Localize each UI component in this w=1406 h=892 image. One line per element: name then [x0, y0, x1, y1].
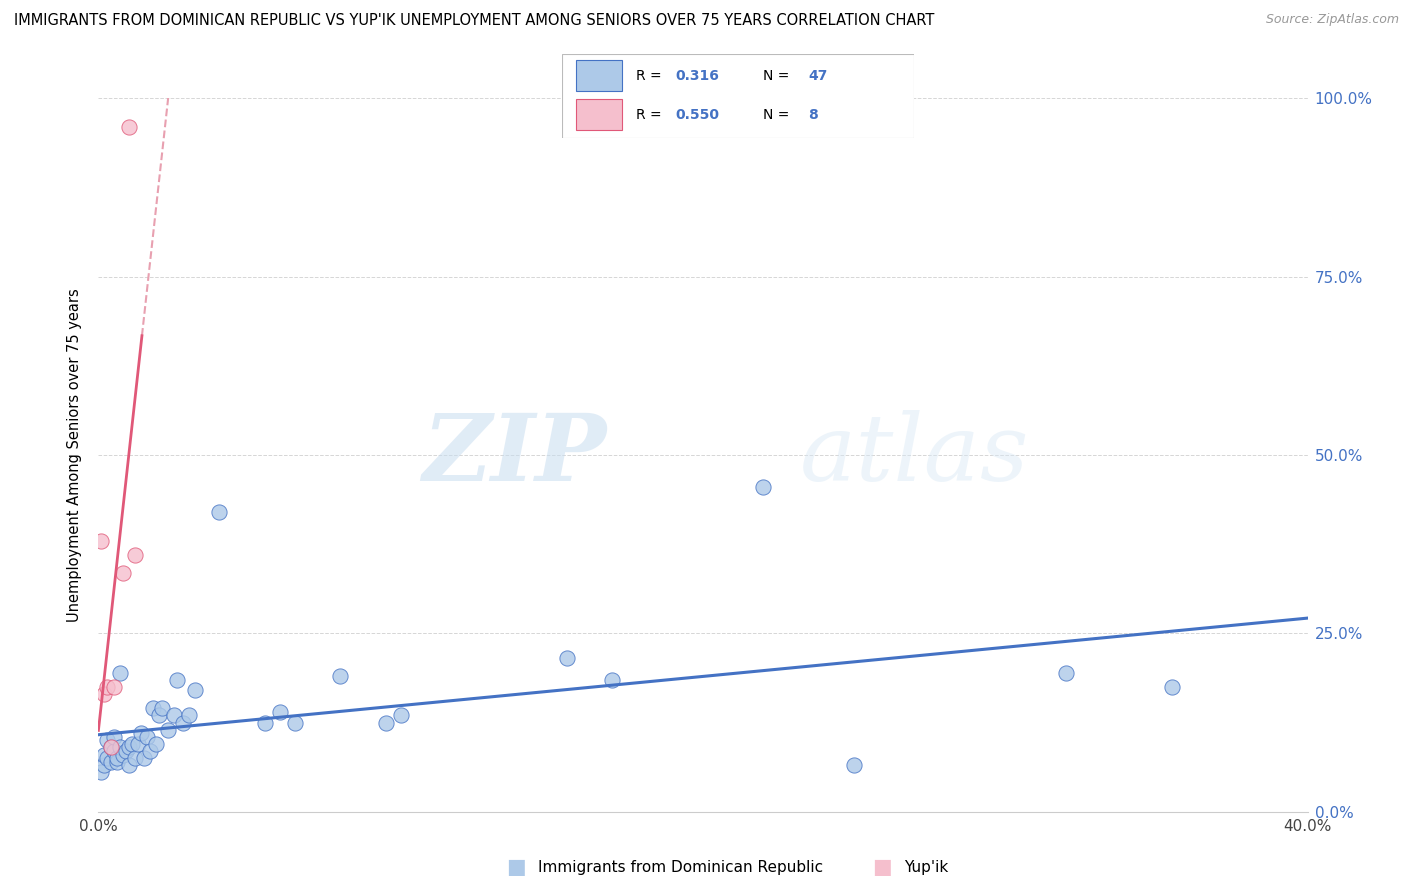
Point	[179, 708, 201, 723]
Point	[114, 744, 136, 758]
Point	[253, 715, 276, 730]
Point	[90, 533, 112, 548]
Point	[1160, 680, 1182, 694]
Point	[329, 669, 352, 683]
Point	[132, 751, 155, 765]
Point	[96, 751, 118, 765]
Text: 0.550: 0.550	[675, 108, 718, 121]
Point	[100, 755, 122, 769]
FancyBboxPatch shape	[576, 99, 621, 130]
Point	[100, 740, 122, 755]
Text: N =: N =	[762, 69, 793, 83]
Point	[752, 480, 775, 494]
Text: Source: ZipAtlas.com: Source: ZipAtlas.com	[1265, 13, 1399, 27]
Text: 47: 47	[808, 69, 828, 83]
Point	[269, 705, 291, 719]
Point	[105, 755, 128, 769]
Point	[1054, 665, 1077, 680]
Point	[96, 733, 118, 747]
Point	[135, 730, 157, 744]
Point	[105, 751, 128, 765]
Point	[103, 680, 125, 694]
Point	[124, 548, 146, 562]
Point	[118, 120, 141, 134]
FancyBboxPatch shape	[576, 61, 621, 91]
Point	[93, 758, 115, 772]
Point	[208, 505, 231, 519]
Point	[111, 566, 134, 580]
Point	[172, 715, 194, 730]
Point	[103, 744, 125, 758]
Text: 8: 8	[808, 108, 818, 121]
Point	[111, 747, 134, 762]
Point	[142, 701, 165, 715]
Text: ■: ■	[872, 857, 891, 877]
Text: atlas: atlas	[800, 410, 1029, 500]
Text: Immigrants from Dominican Republic: Immigrants from Dominican Republic	[538, 860, 824, 874]
Text: 0.316: 0.316	[675, 69, 718, 83]
Point	[90, 765, 112, 780]
Text: ■: ■	[506, 857, 526, 877]
Point	[127, 737, 149, 751]
Point	[602, 673, 624, 687]
Point	[100, 740, 122, 755]
Point	[163, 708, 186, 723]
Point	[156, 723, 179, 737]
Point	[93, 747, 115, 762]
Text: ZIP: ZIP	[422, 410, 606, 500]
Point	[103, 730, 125, 744]
Point	[124, 751, 146, 765]
Point	[150, 701, 173, 715]
Point	[284, 715, 307, 730]
Point	[121, 737, 143, 751]
Point	[844, 758, 866, 772]
Point	[118, 758, 141, 772]
Point	[139, 744, 162, 758]
Point	[374, 715, 396, 730]
Text: R =: R =	[636, 69, 666, 83]
Point	[118, 740, 141, 755]
Point	[555, 651, 578, 665]
Point	[93, 687, 115, 701]
Point	[184, 683, 207, 698]
Text: Yup'ik: Yup'ik	[904, 860, 948, 874]
Text: IMMIGRANTS FROM DOMINICAN REPUBLIC VS YUP'IK UNEMPLOYMENT AMONG SENIORS OVER 75 : IMMIGRANTS FROM DOMINICAN REPUBLIC VS YU…	[14, 13, 935, 29]
FancyBboxPatch shape	[562, 54, 914, 138]
Point	[129, 726, 152, 740]
Point	[145, 737, 167, 751]
Point	[148, 708, 170, 723]
Point	[108, 740, 131, 755]
Y-axis label: Unemployment Among Seniors over 75 years: Unemployment Among Seniors over 75 years	[67, 288, 83, 622]
Point	[96, 680, 118, 694]
Point	[389, 708, 412, 723]
Point	[166, 673, 188, 687]
Text: N =: N =	[762, 108, 797, 121]
Text: R =: R =	[636, 108, 666, 121]
Point	[108, 665, 131, 680]
